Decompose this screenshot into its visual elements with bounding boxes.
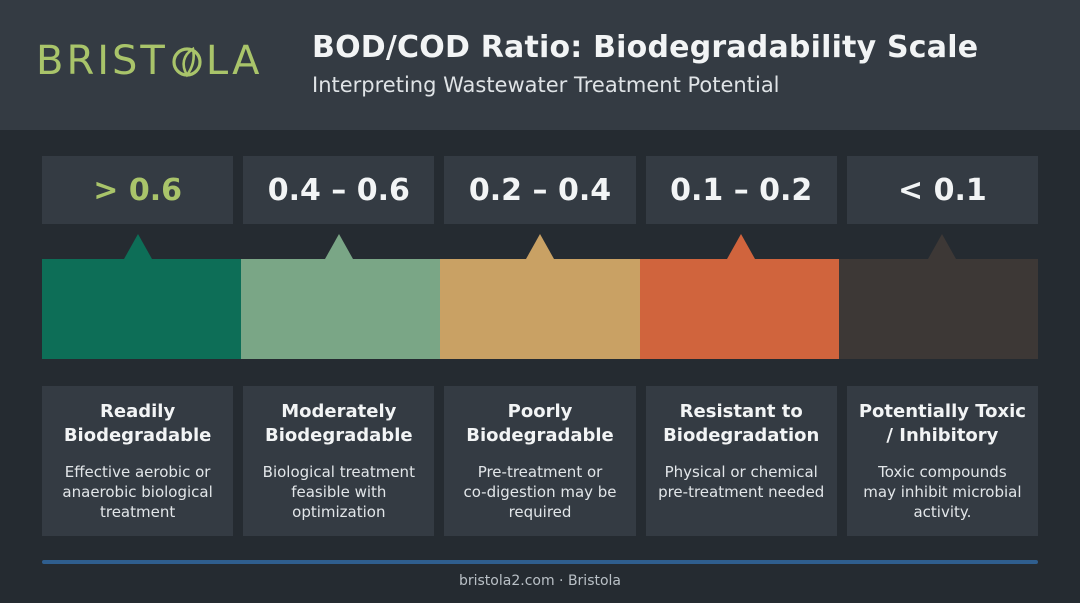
color-segment xyxy=(440,259,640,359)
category-description: Effective aerobic or anaerobic biologica… xyxy=(62,463,213,521)
category-title: Potentially Toxic / Inhibitory xyxy=(858,401,1026,446)
category-cards: Readily Biodegradable Effective aerobic … xyxy=(42,386,1039,536)
range-label: < 0.1 xyxy=(846,156,1039,224)
logo-text-right: LA xyxy=(205,38,263,84)
range-label: 0.2 – 0.4 xyxy=(444,156,636,224)
category-title: Readily Biodegradable xyxy=(63,401,212,446)
footer-credit: bristola2.com · Bristola xyxy=(458,573,622,589)
category-description: Toxic compounds may inhibit microbial ac… xyxy=(863,463,1022,521)
category-title: Moderately Biodegradable xyxy=(265,401,413,446)
category-description: Physical or chemical pre-treatment neede… xyxy=(658,463,825,501)
ratio-range-row: > 0.6 0.4 – 0.6 0.2 – 0.4 0.1 – 0.2 < 0.… xyxy=(42,156,1039,224)
pointer-triangle xyxy=(124,234,152,259)
footer-divider xyxy=(42,560,1038,564)
color-segment xyxy=(241,259,441,359)
pointer-triangle xyxy=(526,234,554,259)
logo-text-left: BRIST xyxy=(36,38,168,84)
header: BRIST LA BOD/COD Ratio: Biodegradability… xyxy=(0,0,1080,130)
pointer-triangle xyxy=(325,234,353,259)
category-card: Moderately Biodegradable Biological trea… xyxy=(243,386,435,536)
page-subtitle: Interpreting Wastewater Treatment Potent… xyxy=(312,73,780,97)
biodegradability-color-bar xyxy=(42,259,1039,359)
category-card: Readily Biodegradable Effective aerobic … xyxy=(42,386,234,536)
category-card: Potentially Toxic / Inhibitory Toxic com… xyxy=(846,386,1039,536)
range-label: 0.4 – 0.6 xyxy=(243,156,435,224)
color-segment xyxy=(42,259,242,359)
category-description: Pre-treatment or co-digestion may be req… xyxy=(463,463,617,521)
category-card: Resistant to Biodegradation Physical or … xyxy=(645,386,837,536)
brand-logo: BRIST LA xyxy=(36,38,262,84)
category-title: Poorly Biodegradable xyxy=(466,401,614,446)
category-card: Poorly Biodegradable Pre-treatment or co… xyxy=(444,386,636,536)
category-title: Resistant to Biodegradation xyxy=(663,401,820,446)
range-label: > 0.6 xyxy=(42,156,234,224)
pointer-triangle xyxy=(727,234,755,259)
pointer-row xyxy=(42,234,1038,260)
color-segment xyxy=(639,259,839,359)
range-label: 0.1 – 0.2 xyxy=(645,156,837,224)
leaf-o-icon xyxy=(172,46,202,78)
category-description: Biological treatment feasible with optim… xyxy=(262,463,415,521)
pointer-triangle xyxy=(928,234,956,259)
color-segment xyxy=(838,259,1039,359)
page-title: BOD/COD Ratio: Biodegradability Scale xyxy=(312,30,979,65)
